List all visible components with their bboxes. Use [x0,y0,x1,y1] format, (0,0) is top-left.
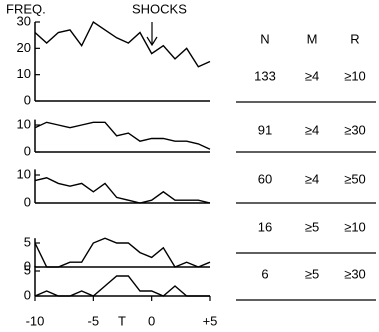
y-tick-label: 0 [24,143,31,158]
y-tick-label: 5 [24,262,31,277]
y-tick-label: 0 [24,258,31,273]
y-tick-label: 0 [24,92,31,107]
x-tick-label: -5 [88,313,100,328]
annotation: SHOCKS [132,1,187,16]
table-cell: ≥4 [305,68,319,83]
table-header: M [307,31,318,46]
y-tick-label: 10 [17,116,31,131]
y-tick-label: 30 [17,13,31,28]
table-cell: 133 [254,68,276,83]
x-tick-label: -10 [26,313,45,328]
y-tick-label: 5 [24,234,31,249]
table-cell: ≥30 [344,122,366,137]
table-cell: ≥10 [344,68,366,83]
chart-title: FREQ. [6,1,46,16]
annotation-arrow [146,22,158,47]
data-line [34,177,211,204]
x-tick-label: 0 [148,313,155,328]
table-header: R [350,31,359,46]
y-tick-label: 20 [17,40,31,55]
table-cell: ≥5 [305,266,319,281]
table-header: N [260,31,269,46]
table-cell: ≥10 [344,219,366,234]
table-cell: 6 [261,266,268,281]
x-axis-label: T [118,313,126,328]
data-line [34,275,210,297]
table-cell: ≥50 [344,171,366,186]
data-line [34,237,211,268]
y-tick-label: 0 [24,194,31,209]
data-line [34,121,211,150]
data-line [34,20,211,68]
y-tick-label: 0 [24,287,31,302]
y-tick-label: 10 [17,166,31,181]
table-cell: ≥5 [305,219,319,234]
table-cell: ≥4 [305,122,319,137]
x-tick-label: +5 [203,313,218,328]
y-tick-label: 10 [17,66,31,81]
table-cell: 60 [258,171,272,186]
table-cell: 91 [258,122,272,137]
table-cell: ≥4 [305,171,319,186]
table-cell: ≥30 [344,266,366,281]
table-cell: 16 [258,219,272,234]
